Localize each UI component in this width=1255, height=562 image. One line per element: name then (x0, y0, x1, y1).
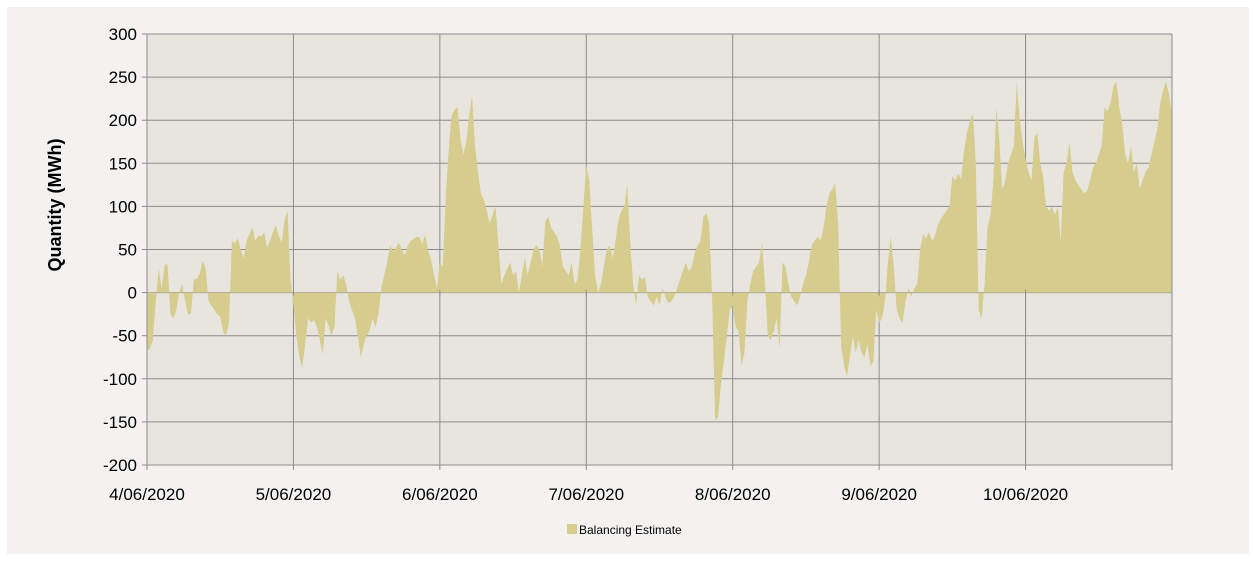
x-tick-label: 4/06/2020 (109, 485, 185, 504)
y-tick-label: 250 (109, 68, 137, 87)
y-tick-labels: 300 250 200 150 100 50 0 -50 -100 -150 -200 (103, 25, 137, 475)
x-tick-label: 6/06/2020 (402, 485, 478, 504)
y-tick-label: 0 (128, 284, 137, 303)
legend: Balancing Estimate (567, 523, 682, 537)
y-tick-label: -50 (112, 327, 137, 346)
x-tick-labels: 4/06/2020 5/06/2020 6/06/2020 7/06/2020 8/06… (109, 485, 1068, 504)
x-tick-label: 5/06/2020 (256, 485, 332, 504)
y-tick-label: 50 (118, 241, 137, 260)
x-tick-label: 8/06/2020 (695, 485, 771, 504)
x-tick-label: 9/06/2020 (841, 485, 917, 504)
y-tick-label: 150 (109, 154, 137, 173)
x-tick-label: 7/06/2020 (548, 485, 624, 504)
axes (142, 33, 1173, 470)
y-tick-label: -100 (103, 370, 137, 389)
y-axis-label: Quantity (MWh) (45, 139, 65, 272)
y-tick-label: 100 (109, 197, 137, 216)
y-tick-label: 200 (109, 111, 137, 130)
legend-label: Balancing Estimate (579, 523, 682, 537)
x-tick-label: 10/06/2020 (983, 485, 1068, 504)
legend-swatch (567, 524, 577, 534)
y-tick-label: 300 (109, 25, 137, 44)
y-tick-label: -150 (103, 413, 137, 432)
y-tick-label: -200 (103, 456, 137, 475)
balancing-estimate-area (147, 81, 1172, 421)
